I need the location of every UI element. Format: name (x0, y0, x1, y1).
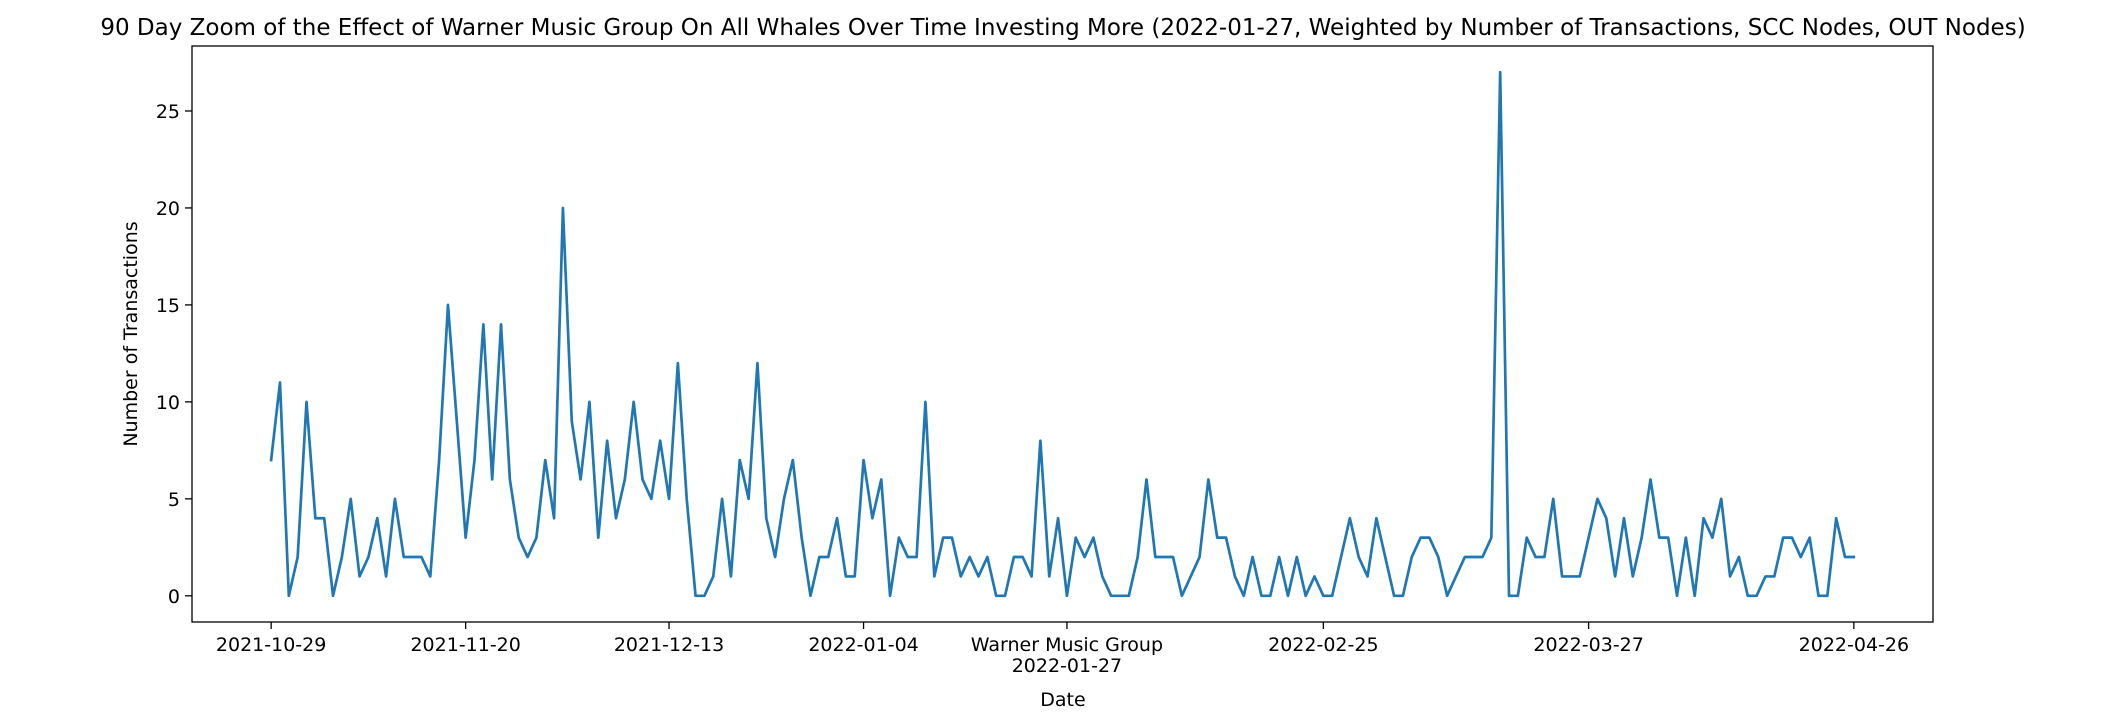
x-axis: 2021-10-29 2021-11-20 2021-12-13 2022-01-04… (216, 622, 1909, 677)
y-tick-label: 20 (156, 198, 180, 220)
y-axis-label: Number of Transactions (120, 221, 142, 446)
x-tick-label: 2022-03-27 (1533, 634, 1643, 656)
y-tick-label: 15 (156, 295, 180, 317)
x-tick-label: Warner Music Group (971, 634, 1163, 656)
x-tick-label: 2021-12-13 (614, 634, 724, 656)
x-tick-label: 2022-01-27 (1012, 655, 1122, 677)
series-line (269, 70, 1856, 598)
x-axis-label: Date (1040, 689, 1085, 711)
x-tick-label: 2022-02-25 (1268, 634, 1378, 656)
y-tick-label: 5 (168, 489, 180, 511)
y-axis: 0 5 10 15 20 25 (156, 101, 192, 608)
plot-area (191, 45, 1934, 623)
y-tick-label: 25 (156, 101, 180, 123)
x-tick-label: 2022-04-26 (1799, 634, 1909, 656)
y-tick-label: 10 (156, 392, 180, 414)
x-tick-label: 2022-01-04 (808, 634, 918, 656)
x-tick-label: 2021-11-20 (410, 634, 520, 656)
chart-title: 90 Day Zoom of the Effect of Warner Musi… (100, 15, 2025, 41)
y-tick-label: 0 (168, 586, 180, 608)
x-tick-label: 2021-10-29 (216, 634, 326, 656)
